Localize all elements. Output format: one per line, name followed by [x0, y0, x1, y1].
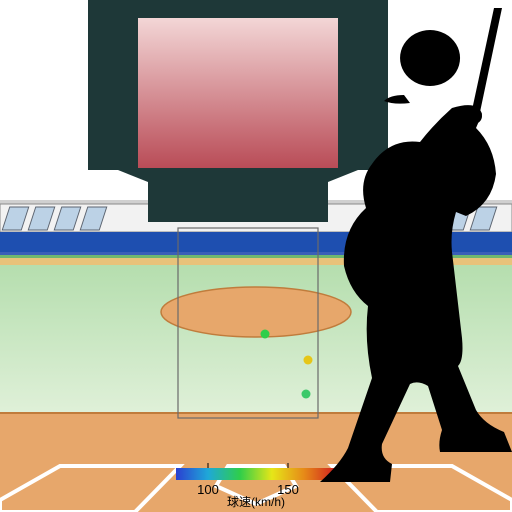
- scoreboard-support: [148, 170, 328, 222]
- legend-title: 球速(km/h): [227, 495, 285, 509]
- chart-svg: 100150球速(km/h): [0, 0, 512, 512]
- infield-edge: [0, 412, 512, 414]
- pitch-marker: [261, 330, 270, 339]
- scoreboard-screen: [138, 18, 338, 168]
- batter-head: [400, 30, 460, 86]
- batter-grip: [466, 108, 482, 124]
- pitch-location-chart: 100150球速(km/h): [0, 0, 512, 512]
- pitchers-mound: [161, 287, 351, 337]
- pitch-marker: [302, 390, 311, 399]
- pitch-marker: [304, 356, 313, 365]
- legend-colorbar: [176, 468, 336, 480]
- legend-tick-label: 100: [197, 482, 219, 497]
